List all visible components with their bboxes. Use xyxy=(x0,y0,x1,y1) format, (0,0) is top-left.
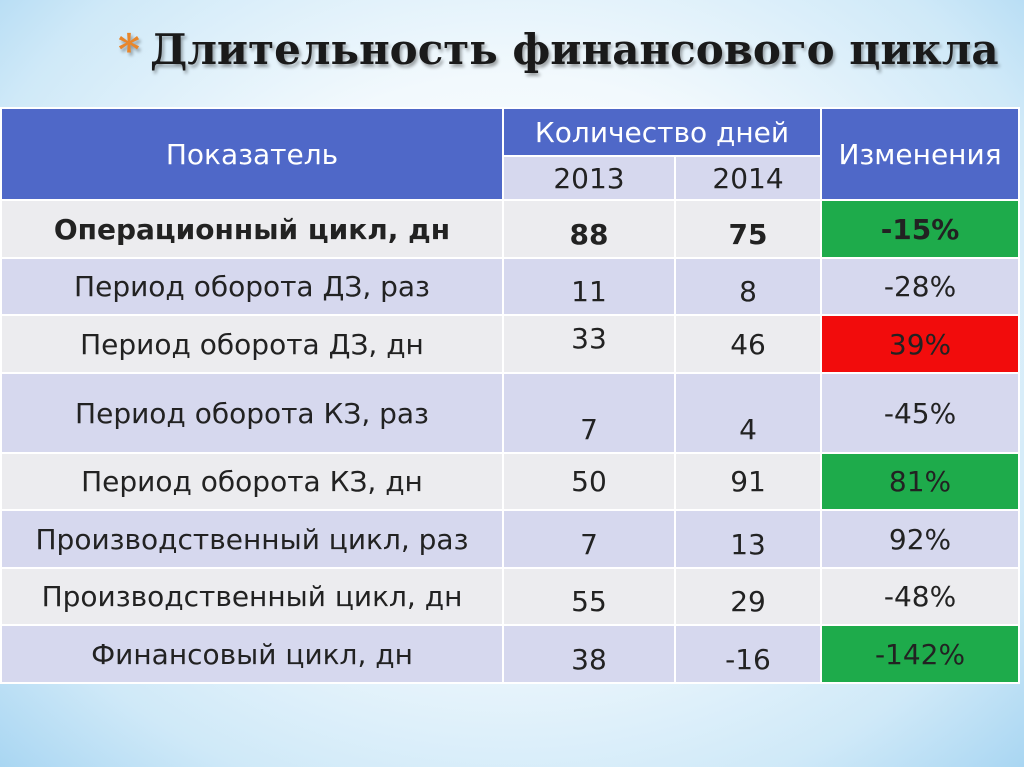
cell-change: 92% xyxy=(820,509,1021,569)
cell-2014: 46 xyxy=(673,314,823,374)
cell-2013: 11 xyxy=(502,257,676,316)
header-change: Изменения xyxy=(820,107,1021,201)
table-row: Финансовый цикл, дн 38 -16 -142% xyxy=(0,624,1021,684)
row-label: Период оборота КЗ, дн xyxy=(0,452,504,511)
slide-title: * Длительность финансового цикла xyxy=(118,14,999,84)
cell-2014: 75 xyxy=(673,199,823,259)
header-days: Количество дней xyxy=(501,107,823,157)
row-label: Производственный цикл, дн xyxy=(0,567,504,626)
row-label: Финансовый цикл, дн xyxy=(0,624,504,684)
row-label: Период оборота ДЗ, раз xyxy=(0,257,504,316)
cell-2013: 7 xyxy=(502,509,676,569)
bullet-star: * xyxy=(118,24,140,74)
cell-2014: 91 xyxy=(673,452,823,511)
header-year-2014: 2014 xyxy=(673,155,823,201)
cell-change: -48% xyxy=(820,567,1021,626)
header-indicator: Показатель xyxy=(0,107,504,201)
table-row: Период оборота КЗ, раз 7 4 -45% xyxy=(0,372,1021,454)
financial-cycle-table: Показатель Количество дней Изменения 201… xyxy=(0,107,1021,684)
cell-2013: 88 xyxy=(502,199,676,259)
cell-change: -142% xyxy=(820,624,1021,684)
cell-2014: 29 xyxy=(673,567,823,626)
cell-2013: 55 xyxy=(502,567,676,626)
table-row: Период оборота КЗ, дн 50 91 81% xyxy=(0,452,1021,511)
cell-change: -45% xyxy=(820,372,1021,454)
row-label: Производственный цикл, раз xyxy=(0,509,504,569)
cell-2014: -16 xyxy=(673,624,823,684)
row-label: Период оборота ДЗ, дн xyxy=(0,314,504,374)
table-row: Период оборота ДЗ, дн 33 46 39% xyxy=(0,314,1021,374)
cell-2014: 4 xyxy=(673,372,823,454)
cell-2013: 33 xyxy=(502,314,676,374)
table-row: Производственный цикл, дн 55 29 -48% xyxy=(0,567,1021,626)
cell-change: 39% xyxy=(820,314,1021,374)
row-label: Операционный цикл, дн xyxy=(0,199,504,259)
table-row: Производственный цикл, раз 7 13 92% xyxy=(0,509,1021,569)
cell-2013: 38 xyxy=(502,624,676,684)
table-row: Операционный цикл, дн 88 75 -15% xyxy=(0,199,1021,259)
table-row: Период оборота ДЗ, раз 11 8 -28% xyxy=(0,257,1021,316)
cell-2013: 7 xyxy=(502,372,676,454)
cell-2013: 50 xyxy=(502,452,676,511)
cell-2014: 8 xyxy=(673,257,823,316)
cell-change: 81% xyxy=(820,452,1021,511)
cell-change: -15% xyxy=(820,199,1021,259)
row-label: Период оборота КЗ, раз xyxy=(0,372,504,454)
cell-change: -28% xyxy=(820,257,1021,316)
slide-title-text: Длительность финансового цикла xyxy=(149,24,999,74)
cell-2014: 13 xyxy=(673,509,823,569)
header-year-2013: 2013 xyxy=(502,155,676,201)
